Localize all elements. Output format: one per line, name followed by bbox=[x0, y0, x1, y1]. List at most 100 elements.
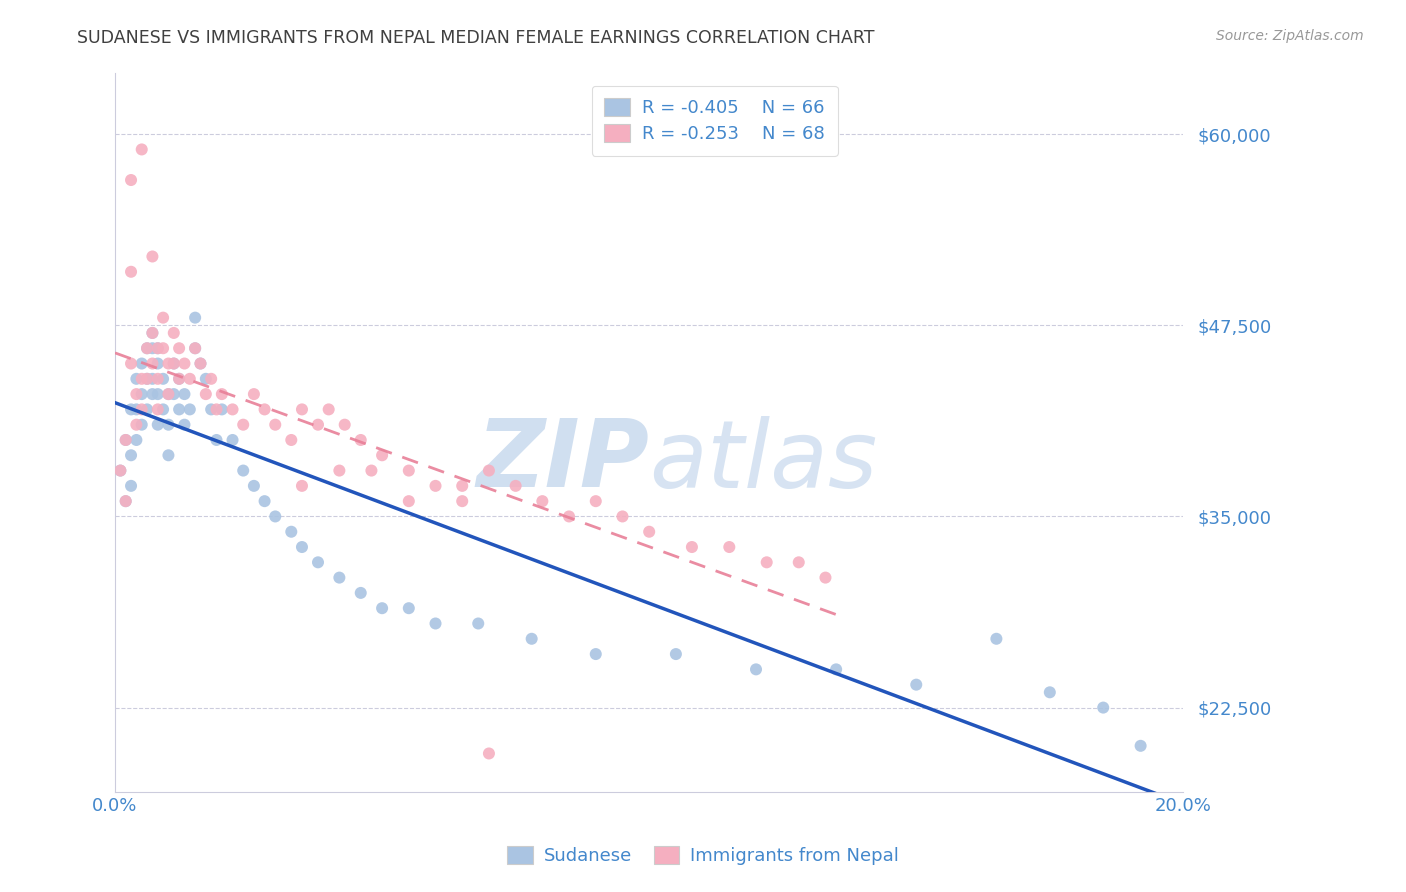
Point bbox=[173, 417, 195, 432]
Point bbox=[205, 402, 228, 417]
Point bbox=[163, 357, 186, 371]
Point bbox=[136, 341, 159, 355]
Point bbox=[558, 509, 581, 524]
Point bbox=[211, 402, 233, 417]
Point bbox=[120, 173, 142, 187]
Point bbox=[398, 494, 420, 508]
Point bbox=[141, 387, 163, 401]
Point bbox=[146, 372, 169, 386]
Point bbox=[131, 357, 153, 371]
Point bbox=[745, 662, 768, 676]
Point bbox=[986, 632, 1008, 646]
Point bbox=[1092, 700, 1115, 714]
Point bbox=[146, 402, 169, 417]
Point bbox=[638, 524, 661, 539]
Point bbox=[243, 387, 266, 401]
Point bbox=[136, 372, 159, 386]
Point bbox=[120, 357, 142, 371]
Point bbox=[120, 479, 142, 493]
Point bbox=[167, 341, 190, 355]
Point bbox=[194, 387, 217, 401]
Point bbox=[253, 494, 276, 508]
Point bbox=[114, 433, 136, 447]
Point bbox=[120, 402, 142, 417]
Point bbox=[612, 509, 634, 524]
Point bbox=[318, 402, 340, 417]
Point bbox=[425, 479, 447, 493]
Point bbox=[131, 372, 153, 386]
Point bbox=[531, 494, 554, 508]
Point bbox=[125, 387, 148, 401]
Point bbox=[755, 555, 778, 569]
Text: SUDANESE VS IMMIGRANTS FROM NEPAL MEDIAN FEMALE EARNINGS CORRELATION CHART: SUDANESE VS IMMIGRANTS FROM NEPAL MEDIAN… bbox=[77, 29, 875, 46]
Point bbox=[1129, 739, 1152, 753]
Point bbox=[110, 464, 132, 478]
Point bbox=[141, 341, 163, 355]
Point bbox=[131, 143, 153, 157]
Point bbox=[451, 494, 474, 508]
Point bbox=[136, 372, 159, 386]
Point bbox=[478, 747, 501, 761]
Point bbox=[157, 417, 180, 432]
Point bbox=[120, 448, 142, 462]
Point bbox=[131, 387, 153, 401]
Point bbox=[141, 372, 163, 386]
Point bbox=[167, 402, 190, 417]
Point bbox=[371, 601, 394, 615]
Point bbox=[146, 341, 169, 355]
Point bbox=[328, 571, 350, 585]
Point bbox=[131, 402, 153, 417]
Point bbox=[190, 357, 212, 371]
Point bbox=[264, 417, 287, 432]
Point bbox=[163, 387, 186, 401]
Point bbox=[125, 417, 148, 432]
Point bbox=[110, 464, 132, 478]
Point bbox=[146, 417, 169, 432]
Point bbox=[152, 402, 174, 417]
Point bbox=[398, 464, 420, 478]
Point bbox=[371, 448, 394, 462]
Point bbox=[520, 632, 543, 646]
Point bbox=[141, 357, 163, 371]
Point bbox=[179, 402, 201, 417]
Point bbox=[167, 372, 190, 386]
Point bbox=[190, 357, 212, 371]
Point bbox=[398, 601, 420, 615]
Point bbox=[146, 357, 169, 371]
Point bbox=[146, 387, 169, 401]
Point bbox=[291, 402, 314, 417]
Point bbox=[163, 326, 186, 340]
Point bbox=[141, 250, 163, 264]
Point bbox=[1039, 685, 1062, 699]
Point bbox=[157, 448, 180, 462]
Text: ZIP: ZIP bbox=[477, 415, 650, 507]
Point bbox=[184, 341, 207, 355]
Point bbox=[350, 433, 373, 447]
Point bbox=[200, 372, 222, 386]
Point bbox=[152, 341, 174, 355]
Point bbox=[467, 616, 489, 631]
Point bbox=[184, 341, 207, 355]
Point bbox=[125, 433, 148, 447]
Point bbox=[173, 387, 195, 401]
Point bbox=[152, 310, 174, 325]
Point bbox=[146, 341, 169, 355]
Point bbox=[120, 265, 142, 279]
Point bbox=[200, 402, 222, 417]
Point bbox=[681, 540, 703, 554]
Point bbox=[585, 647, 607, 661]
Point bbox=[253, 402, 276, 417]
Point bbox=[136, 402, 159, 417]
Point bbox=[825, 662, 848, 676]
Point bbox=[291, 540, 314, 554]
Point bbox=[451, 479, 474, 493]
Point bbox=[905, 678, 928, 692]
Point bbox=[307, 555, 329, 569]
Point bbox=[194, 372, 217, 386]
Point bbox=[787, 555, 810, 569]
Point bbox=[179, 372, 201, 386]
Point bbox=[114, 494, 136, 508]
Point bbox=[350, 586, 373, 600]
Point bbox=[125, 402, 148, 417]
Point bbox=[585, 494, 607, 508]
